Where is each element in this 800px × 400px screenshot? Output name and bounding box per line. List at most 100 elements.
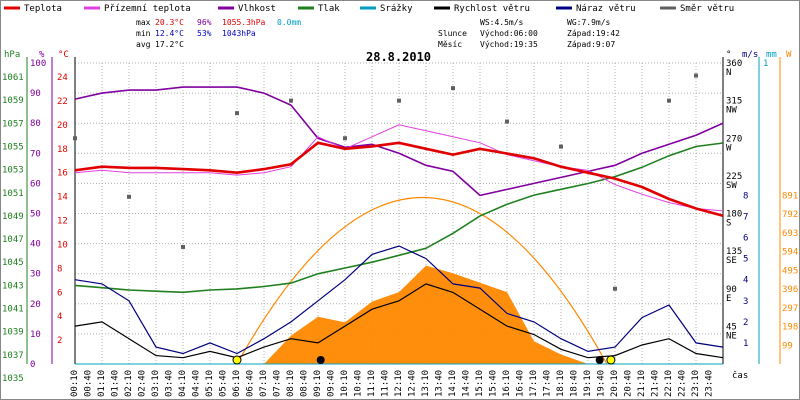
x-tick: 13:10 — [421, 370, 431, 397]
degc-tick: 24 — [57, 73, 68, 83]
wind-direction-point — [559, 144, 563, 149]
hpa-tick: 1041 — [2, 305, 24, 315]
x-tick: 23:10 — [691, 370, 701, 397]
legend-label: Směr větru — [680, 4, 734, 14]
legend-label: Teplota — [24, 4, 62, 14]
pct-tick: 0 — [30, 360, 35, 370]
pct-tick: 100 — [30, 59, 46, 69]
degc-tick: 10 — [57, 240, 68, 250]
x-tick: 00:10 — [70, 370, 80, 397]
x-tick: 05:10 — [205, 370, 215, 397]
moonrise-time: Východ:19:35 — [480, 40, 538, 49]
series-wind-speed — [74, 283, 724, 359]
x-tick: 18:10 — [556, 370, 566, 397]
stats-min-temp: 12.4°C — [155, 29, 184, 38]
stats-avg-label: avg — [136, 40, 151, 49]
sunset-time: Západ:19:42 — [567, 29, 620, 38]
x-tick: 16:10 — [502, 370, 512, 397]
stats-min-press: 1043hPa — [222, 29, 256, 38]
stats-min-hum: 53% — [197, 29, 212, 38]
x-tick: 14:10 — [448, 370, 458, 397]
stats-max-press: 1055.3hPa — [222, 18, 266, 27]
x-tick: 02:10 — [124, 370, 134, 397]
x-tick: 01:10 — [97, 370, 107, 397]
stats-max-temp: 20.3°C — [155, 18, 184, 27]
legend-label: Srážky — [380, 4, 413, 14]
w-tick: 198 — [782, 323, 798, 333]
degc-tick: 12 — [57, 217, 68, 227]
x-tick: 04:10 — [178, 370, 188, 397]
pct-tick: 20 — [30, 300, 41, 310]
stats-avg-temp: 17.2°C — [155, 40, 184, 49]
hpa-tick: 1061 — [2, 73, 24, 83]
x-tick: 23:40 — [705, 370, 715, 397]
pct-tick: 90 — [30, 89, 41, 99]
hpa-tick: 1053 — [2, 166, 24, 176]
x-tick: 15:10 — [475, 370, 485, 397]
w-tick: 891 — [782, 191, 798, 201]
sun-sunrise-marker — [232, 355, 242, 365]
x-tick: 02:40 — [138, 370, 148, 397]
wind-direction-point — [343, 136, 347, 141]
x-tick: 07:10 — [259, 370, 269, 397]
degc-tick: 14 — [57, 193, 68, 203]
ms-tick: 5 — [743, 255, 748, 265]
w-tick: 396 — [782, 285, 798, 295]
x-tick: 22:40 — [678, 370, 688, 397]
wind-direction-point — [73, 136, 77, 141]
wind-direction-point — [235, 111, 239, 116]
x-tick: 05:40 — [219, 370, 229, 397]
mm-unit: mm — [766, 50, 777, 60]
x-axis-label: čas — [732, 370, 748, 381]
wind-gust-info: WG:7.9m/s — [567, 18, 611, 27]
dir-tick-label: N — [726, 68, 731, 78]
x-tick: 13:40 — [435, 370, 445, 397]
solar-radiation-area — [237, 265, 588, 364]
dir-tick-label: NE — [726, 331, 737, 341]
x-tick: 11:40 — [381, 370, 391, 397]
stats-max-rain: 0.0mm — [277, 18, 301, 27]
hpa-tick: 1055 — [2, 142, 24, 152]
sun-label: Slunce — [438, 29, 467, 38]
ms-tick: 2 — [743, 318, 748, 328]
hpa-unit: hPa — [4, 50, 20, 60]
degc-tick: 6 — [57, 288, 62, 298]
hpa-tick: 1037 — [2, 351, 24, 361]
dir-tick: 135 — [726, 247, 742, 257]
x-tick: 03:40 — [165, 370, 175, 397]
dir-tick-label: S — [726, 219, 731, 229]
x-tick: 15:40 — [489, 370, 499, 397]
dir-tick: 225 — [726, 172, 742, 182]
x-tick: 21:10 — [637, 370, 647, 397]
series-wind-gust — [74, 245, 724, 355]
x-tick: 06:10 — [232, 370, 242, 397]
wind-direction-point — [127, 194, 131, 199]
dir-tick: 45 — [726, 322, 737, 332]
dir-unit: ° — [726, 50, 731, 60]
x-tick: 06:40 — [246, 370, 256, 397]
wind-direction-point — [505, 119, 509, 124]
dir-tick: 315 — [726, 97, 742, 107]
mm-tick: 1 — [763, 59, 768, 69]
w-tick: 792 — [782, 210, 798, 220]
stats-max-hum: 96% — [197, 18, 212, 27]
dir-tick-label: E — [726, 294, 731, 304]
wind-direction-point — [289, 98, 293, 103]
hpa-tick: 1045 — [2, 258, 24, 268]
degc-tick: 2 — [57, 336, 62, 346]
ms-tick: 8 — [743, 191, 748, 201]
dir-tick-label: NW — [726, 106, 737, 116]
ms-unit: m/s — [742, 50, 758, 60]
x-tick: 19:10 — [583, 370, 593, 397]
x-tick: 00:40 — [84, 370, 94, 397]
dir-tick-label: W — [726, 143, 732, 153]
legend-label: Náraz větru — [576, 4, 636, 14]
moon-moonrise-marker — [595, 356, 604, 364]
ms-tick: 6 — [743, 234, 748, 244]
degc-tick: 4 — [57, 312, 62, 322]
hpa-tick: 1057 — [2, 119, 24, 129]
wind-direction-point — [451, 86, 455, 91]
stats-max-label: max — [136, 18, 151, 27]
wind-direction-point — [667, 98, 671, 103]
x-tick: 03:10 — [151, 370, 161, 397]
